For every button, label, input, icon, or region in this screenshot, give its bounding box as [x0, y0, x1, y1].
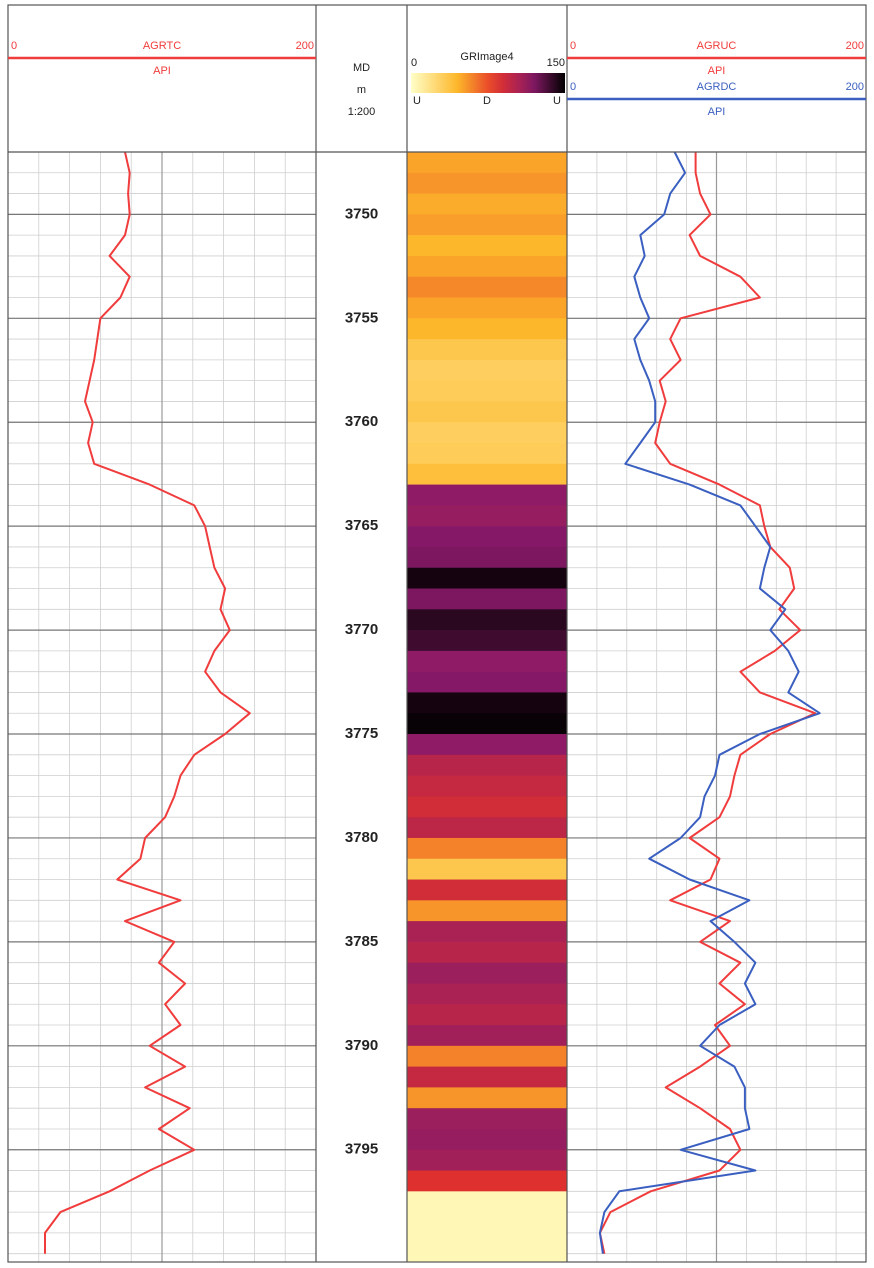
image-row: [407, 318, 567, 340]
image-row: [407, 650, 567, 673]
depth-label: 3775: [345, 725, 378, 742]
scale-max-label: 200: [296, 40, 314, 52]
orientation-label: U: [413, 95, 421, 107]
curve-name: AGRTC: [143, 40, 181, 52]
image-row: [407, 1128, 567, 1151]
image-row: [407, 1253, 567, 1263]
colorbar: [411, 73, 565, 93]
image-row: [407, 1170, 567, 1192]
depth-title: MD: [353, 62, 370, 74]
depth-unit: m: [357, 84, 366, 96]
image-row: [407, 1004, 567, 1026]
image-row: [407, 775, 567, 797]
image-row: [407, 692, 567, 714]
scale-min-label: 0: [11, 40, 17, 52]
image-row: [407, 1212, 567, 1234]
grid-layer: [8, 151, 866, 1262]
depth-label: 3770: [345, 621, 378, 638]
depth-label: 3785: [345, 933, 378, 950]
curve: [44, 151, 251, 1254]
image-row: [407, 1087, 567, 1109]
colorbar-min: 0: [411, 57, 417, 69]
image-row: [407, 152, 567, 174]
image-title: GRImage4: [460, 51, 513, 63]
image-row: [407, 214, 567, 236]
image-row: [407, 713, 567, 735]
image-row: [407, 1149, 567, 1172]
scale-min-label: 0: [570, 40, 576, 52]
colorbar-max: 150: [547, 57, 565, 69]
scale-min-label: 0: [570, 81, 576, 93]
scale-max-label: 200: [846, 40, 864, 52]
curve-unit: API: [708, 65, 726, 77]
image-row: [407, 443, 567, 465]
image-row: [407, 484, 567, 506]
image-row: [407, 567, 567, 590]
image-row: [407, 172, 567, 195]
image-row: [407, 941, 567, 964]
image-row: [407, 754, 567, 777]
image-row: [407, 1045, 567, 1068]
image-row: [407, 921, 567, 943]
depth-label: 3795: [345, 1141, 378, 1158]
orientation-label: U: [553, 95, 561, 107]
image-row: [407, 630, 567, 652]
depth-label: 3755: [345, 309, 378, 326]
depth-label: 3750: [345, 205, 378, 222]
image-row: [407, 609, 567, 631]
image-row: [407, 879, 567, 901]
image-row: [407, 734, 567, 756]
image-row: [407, 1232, 567, 1255]
image-row: [407, 526, 567, 548]
curve-unit: API: [708, 106, 726, 118]
image-row: [407, 1108, 567, 1130]
depth-label: 3760: [345, 413, 378, 430]
depth-label: 3790: [345, 1037, 378, 1054]
scale-max-label: 200: [846, 81, 864, 93]
image-row: [407, 1025, 567, 1047]
image-row: [407, 255, 567, 278]
image-row: [407, 235, 567, 257]
image-row: [407, 380, 567, 402]
image-row: [407, 463, 567, 486]
image-row: [407, 276, 567, 299]
image-row: [407, 817, 567, 839]
image-row: [407, 193, 567, 215]
image-row: [407, 858, 567, 881]
depth-label: 3765: [345, 517, 378, 534]
curve-name: AGRUC: [697, 40, 737, 52]
curve: [598, 151, 821, 1254]
image-row: [407, 422, 567, 444]
depth-scale: 1:200: [348, 106, 376, 118]
image-row: [407, 1191, 567, 1213]
image-row: [407, 796, 567, 818]
image-row: [407, 546, 567, 569]
orientation-label: D: [483, 95, 491, 107]
image-row: [407, 983, 567, 1005]
curve: [598, 152, 817, 1254]
image-row: [407, 505, 567, 527]
frame: [7, 4, 867, 1263]
data-layer: [44, 151, 821, 1263]
image-row: [407, 588, 567, 610]
image-row: [407, 962, 567, 984]
image-row: [407, 671, 567, 693]
image-row: [407, 339, 567, 361]
curve-name: AGRDC: [697, 81, 737, 93]
depth-label: 3780: [345, 829, 378, 846]
image-row: [407, 359, 567, 382]
image-row: [407, 297, 567, 319]
image-row: [407, 837, 567, 860]
image-row: [407, 900, 567, 922]
image-row: [407, 1066, 567, 1088]
outer-border: [7, 4, 867, 1263]
image-row: [407, 401, 567, 423]
curve-unit: API: [153, 65, 171, 77]
